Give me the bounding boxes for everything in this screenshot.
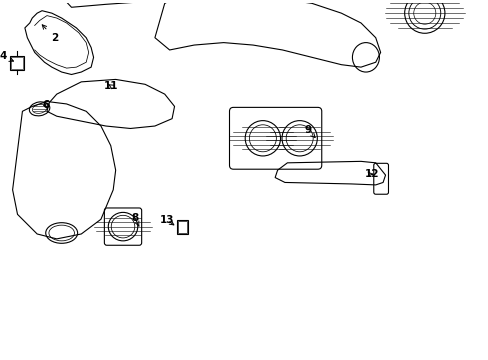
Text: 12: 12 (364, 169, 378, 179)
Bar (178, 221, 186, 233)
Text: 13: 13 (160, 215, 174, 225)
Text: 9: 9 (304, 125, 314, 138)
Text: 4: 4 (0, 51, 14, 61)
Text: 8: 8 (131, 213, 139, 226)
Text: 5: 5 (0, 359, 1, 360)
Text: 11: 11 (103, 81, 118, 91)
Bar (11, 57, 23, 69)
Text: 3: 3 (0, 359, 1, 360)
Bar (177, 220, 187, 234)
Text: 6: 6 (42, 100, 49, 111)
Text: 1: 1 (0, 359, 1, 360)
Bar (10, 56, 24, 69)
Text: 7: 7 (0, 359, 1, 360)
Text: 10: 10 (0, 359, 1, 360)
Text: 2: 2 (42, 25, 58, 43)
